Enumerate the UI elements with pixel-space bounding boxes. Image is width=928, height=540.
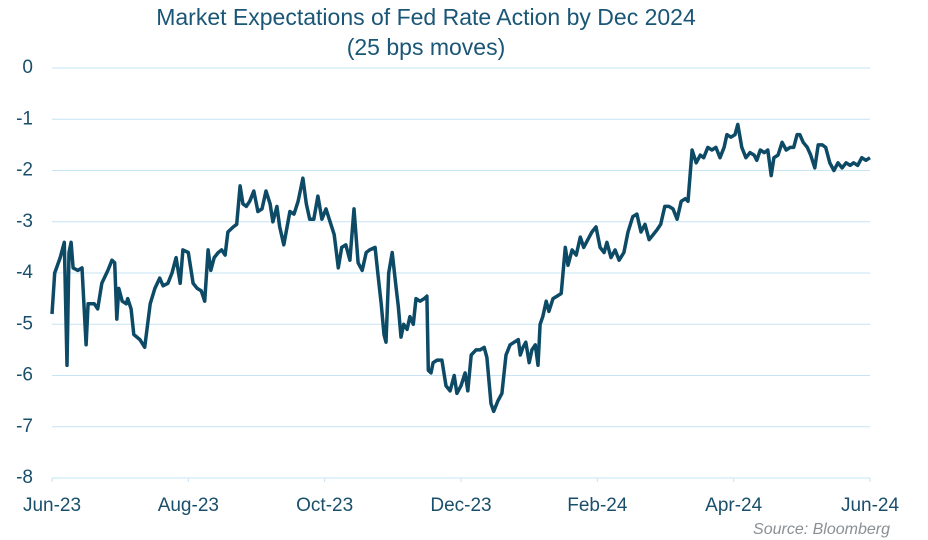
x-tick-label: Jun-23 <box>23 495 81 516</box>
x-tick-label: Dec-23 <box>430 495 491 516</box>
source-note: Source: Bloomberg <box>753 521 890 538</box>
y-tick-label: -7 <box>16 416 33 437</box>
y-tick-label: 0 <box>22 57 33 78</box>
x-tick-label: Feb-24 <box>567 495 628 516</box>
y-tick-label: -2 <box>16 160 33 181</box>
y-tick-label: -1 <box>16 108 33 129</box>
chart-title: Market Expectations of Fed Rate Action b… <box>156 4 696 30</box>
y-tick-label: -5 <box>16 313 33 334</box>
x-tick-label: Oct-23 <box>296 495 353 516</box>
x-tick-label: Aug-23 <box>158 495 219 516</box>
data-line <box>50 122 871 414</box>
x-tick-label: Jun-24 <box>841 495 900 516</box>
y-tick-label: -3 <box>16 211 33 232</box>
chart-subtitle: (25 bps moves) <box>347 34 506 60</box>
y-tick-label: -4 <box>16 262 33 283</box>
y-tick-label: -8 <box>16 467 33 488</box>
y-tick-label: -6 <box>16 365 33 386</box>
x-tick-label: Apr-24 <box>705 495 762 516</box>
